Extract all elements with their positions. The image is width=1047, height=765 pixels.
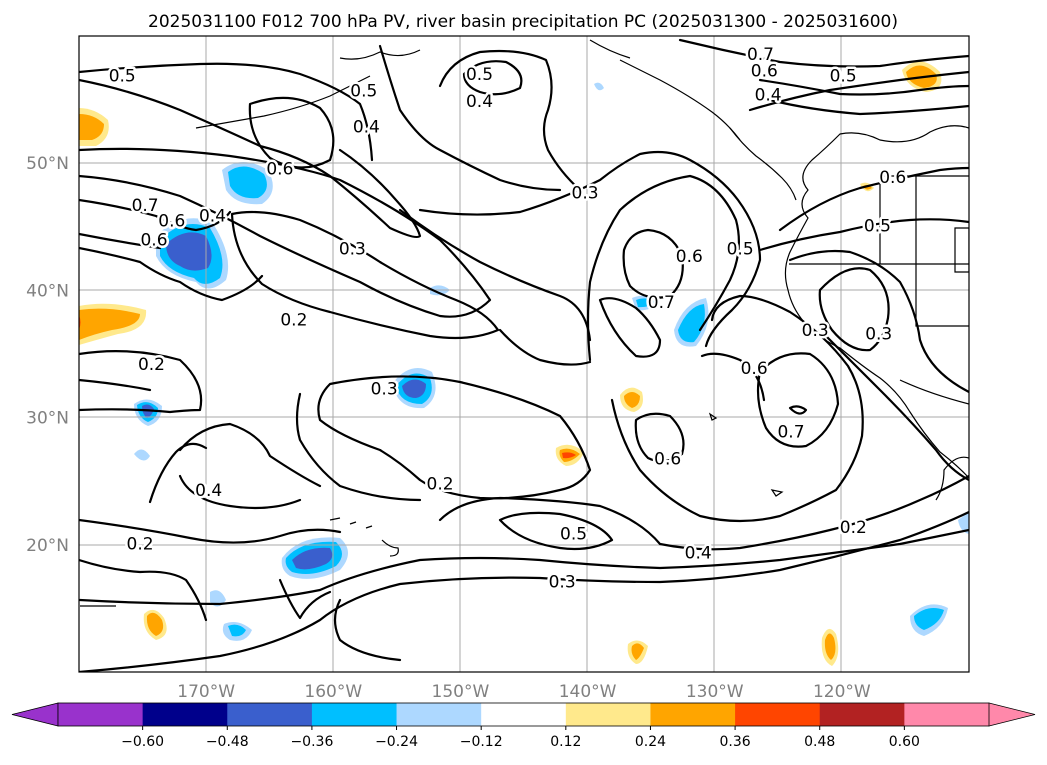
- contour-label: 0.4: [755, 86, 782, 106]
- lon-tick-label: 140°W: [559, 682, 617, 702]
- colorbar-tick-label: −0.60: [121, 734, 164, 750]
- contour-label: 0.5: [350, 82, 377, 102]
- lon-tick-label: 130°W: [686, 682, 744, 702]
- colorbar-bin: [142, 703, 228, 726]
- lat-tick-label: 40°N: [26, 281, 69, 301]
- contour-label: 0.4: [199, 206, 226, 226]
- lon-tick-label: 160°W: [304, 682, 362, 702]
- colorbar-tick-label: 0.36: [720, 734, 751, 750]
- contour-label: 0.6: [140, 231, 167, 251]
- contour-label: 0.3: [865, 325, 892, 345]
- contour-label: 0.3: [802, 321, 829, 341]
- colorbar-bin: [650, 703, 736, 726]
- colorbar-tick-label: −0.12: [460, 734, 503, 750]
- contour-label: 0.3: [339, 239, 366, 259]
- colorbar-bin: [396, 703, 482, 726]
- colorbar-bin: [904, 703, 990, 726]
- contour-label: 0.2: [840, 518, 867, 538]
- contour-label: 0.3: [371, 379, 398, 399]
- map-content: 0.50.50.40.50.40.70.60.40.50.6 0.60.70.40…: [79, 36, 969, 672]
- map-frame: [78, 35, 970, 673]
- colorbar-bin: [735, 703, 821, 726]
- figure-title: 2025031100 F012 700 hPa PV, river basin …: [148, 12, 898, 32]
- contour-label: 0.7: [132, 196, 159, 216]
- colorbar-outline: [57, 702, 990, 727]
- colorbar-bin: [58, 703, 144, 726]
- contour-label: 0.5: [109, 66, 136, 86]
- contour-label: 0.7: [777, 423, 804, 443]
- contour-label: 0.6: [158, 211, 185, 231]
- lon-tick-label: 150°W: [432, 682, 490, 702]
- contour-label: 0.4: [685, 543, 712, 563]
- lon-tick-label: 170°W: [177, 682, 235, 702]
- contour-label: 0.5: [727, 239, 754, 259]
- map-background: [79, 36, 969, 672]
- colorbar-bin: [819, 703, 905, 726]
- contour-label: 0.5: [864, 217, 891, 237]
- contour-label: 0.5: [830, 66, 857, 86]
- precip-shading: [79, 61, 969, 666]
- contour-label: 0.6: [751, 61, 778, 81]
- contour-label: 0.6: [879, 168, 906, 188]
- graticule: [79, 36, 969, 672]
- colorbar: −0.60 −0.48 −0.36 −0.24 −0.12 0.12 0.24 0.36 0.4…: [11, 702, 1036, 750]
- colorbar-tick-label: −0.48: [206, 734, 249, 750]
- colorbar-tick-label: −0.24: [375, 734, 418, 750]
- contour-label: 0.3: [549, 573, 576, 593]
- colorbar-tick-label: 0.24: [635, 734, 666, 750]
- contour-label: 0.6: [266, 159, 293, 179]
- contour-label: 0.5: [466, 65, 493, 85]
- negative-precip-patches: [134, 82, 969, 641]
- contour-label: 0.6: [654, 449, 681, 469]
- lat-tick-label: 20°N: [26, 536, 69, 556]
- contour-label: 0.3: [572, 183, 599, 203]
- colorbar-tick-label: 0.60: [889, 734, 920, 750]
- lat-tick-label: 30°N: [26, 409, 69, 429]
- lat-tick-label: 50°N: [26, 154, 69, 174]
- contour-label: 0.4: [466, 92, 493, 112]
- contour-labels: 0.50.50.40.50.40.70.60.40.50.6 0.60.70.40…: [106, 42, 909, 595]
- contour-label: 0.6: [676, 247, 703, 267]
- colorbar-over-extension: [988, 702, 1036, 727]
- colorbar-tick-label: 0.48: [804, 734, 835, 750]
- contour-label: 0.4: [195, 481, 222, 501]
- colorbar-bin: [481, 703, 567, 726]
- colorbar-bin: [227, 703, 313, 726]
- contour-label: 0.2: [138, 355, 165, 375]
- contour-label: 0.5: [560, 524, 587, 544]
- longitude-tick-labels: 170°W 160°W 150°W 140°W 130°W 120°W: [177, 682, 871, 702]
- pv-contours: [79, 38, 969, 672]
- colorbar-tick-label: −0.36: [290, 734, 333, 750]
- contour-label: 0.2: [127, 535, 154, 555]
- colorbar-bin: [311, 703, 398, 726]
- contour-label: 0.6: [741, 359, 768, 379]
- contour-label: 0.2: [427, 475, 454, 495]
- latitude-tick-labels: 20°N 30°N 40°N 50°N: [26, 154, 69, 556]
- colorbar-under-extension: [11, 702, 59, 727]
- contour-label: 0.2: [280, 311, 307, 331]
- colorbar-bin: [565, 703, 651, 726]
- contour-label: 0.7: [747, 45, 774, 65]
- lon-tick-label: 120°W: [813, 682, 871, 702]
- contour-label: 0.7: [648, 293, 675, 313]
- positive-precip-patches: [79, 61, 942, 666]
- contour-label: 0.4: [353, 117, 380, 137]
- colorbar-tick-label: 0.12: [550, 734, 581, 750]
